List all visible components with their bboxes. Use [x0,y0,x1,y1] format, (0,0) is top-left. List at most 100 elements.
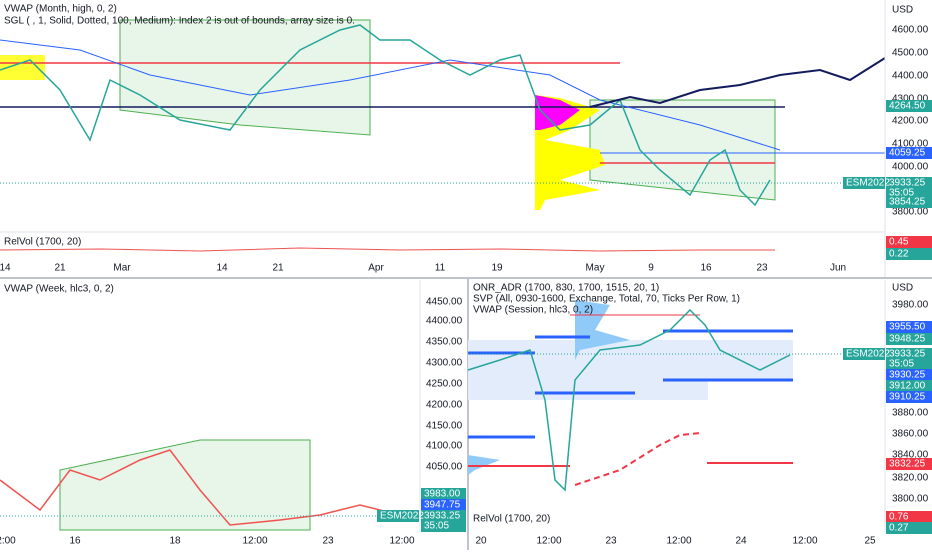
symbol-tag: ESM2022 [377,510,424,522]
date-label: Mar [113,263,131,274]
price [0,449,401,526]
date-label: 24 [735,536,747,547]
undefined: VWAP (Session, hlc3, 0, 2) [473,305,593,316]
price-tag: 3912.00 [886,380,932,392]
tag-bg [886,522,932,534]
price-tick: 4000.00 [892,162,929,173]
tag-bg [421,510,466,522]
price-tick: 4100.00 [892,139,929,150]
price-tag: 3955.50 [886,321,932,333]
tag-bg [886,147,932,159]
price-tag: 3933.25 [886,348,932,360]
tag-text: 3910.25 [889,392,926,403]
price-tag: 0.27 [886,522,932,534]
price-tick: 4150.00 [426,421,463,432]
price [467,308,791,492]
tag-bg [886,248,932,260]
tag-text: 3912.00 [889,381,926,392]
price-tick: 4600.00 [892,25,929,36]
tag-bg [886,391,932,403]
price [0,24,771,207]
tag-text: 35:05 [424,521,449,532]
price-tick: 4500.00 [892,48,929,59]
date-label: 11 [435,263,446,274]
tag-bg [886,380,932,392]
date-label: 12:00 [536,536,561,547]
tag-text: 3933.25 [889,178,926,189]
relvol [0,247,775,252]
tag-text: 35:05 [889,188,914,199]
adr [574,432,701,486]
date-label: 16 [69,536,81,547]
date-label: May [586,263,605,274]
top-chart [0,0,886,277]
undefined: RelVol (1700, 20) [4,237,81,248]
price-tick: 3980.00 [892,300,929,311]
tag-text: 3933.25 [889,349,926,360]
price-tick: 4050.00 [426,462,463,473]
profile [0,55,45,80]
date-label: 23 [605,536,617,547]
tag-bg [886,511,932,523]
tag-text: 3948.25 [889,334,926,345]
price-tick: 4300.00 [892,94,929,105]
tag-text: 3832.25 [889,459,926,470]
price-tick: 3880.00 [892,408,929,419]
tag-bg [377,510,419,522]
date-label: 23 [322,536,334,547]
symbol-tag: ESM2022 [843,177,890,189]
bottom-left-chart [0,280,421,532]
tag-bg [843,348,885,360]
price-tag: 3930.25 [886,369,932,381]
date-label: 21 [272,263,284,274]
tag-text: ESM2022 [846,178,890,189]
tag-bg [421,488,466,500]
price-tag: 3832.25 [886,458,932,470]
tag-text: 0.76 [889,512,909,523]
price-tick: 4250.00 [426,379,463,390]
band [119,19,371,136]
date-label: 21 [54,263,66,274]
date-label: 12:00 [389,536,414,547]
date-label: 14 [216,263,228,274]
price-tick: 4400.00 [426,316,463,327]
price-tick: 4100.00 [426,441,463,452]
tag-text: 0.27 [889,523,909,534]
price-tick: 4200.00 [426,400,463,411]
tag-bg [886,236,932,248]
tag-text: 3955.50 [889,322,926,333]
date-label: 16 [700,263,712,274]
date-label: 25 [864,536,876,547]
tag-text: 3947.75 [424,500,461,511]
tag-bg [886,348,932,360]
tag-text: ESM2022 [846,349,890,360]
undefined: ONR_ADR (1700, 830, 1700, 1515, 20, 1) [473,283,659,294]
tag-text: 0.45 [889,237,909,248]
date-label: 2:00 [0,536,16,547]
tag-bg [421,520,466,532]
band [59,439,311,531]
tag-bg [886,458,932,470]
date-label: 20 [475,536,487,547]
price-tag: 3933.25 [886,177,932,189]
tag-text: 35:05 [889,359,914,370]
price-tick: 3820.00 [892,473,929,484]
date-label: Apr [368,263,384,274]
undefined: USD [892,283,913,294]
undefined: USD [892,5,913,16]
tag-bg [843,177,885,189]
price-tag: 0.76 [886,511,932,523]
tag-bg [886,369,932,381]
tag-bg [886,333,932,345]
undefined: SGL ( , 1, Solid, Dotted, 100, Medium): … [4,16,355,27]
band [589,99,776,201]
tag-text: 4264.50 [889,101,926,112]
price-tick: 4350.00 [426,337,463,348]
price-tick: 3860.00 [892,429,929,440]
tag-text: 4059.25 [889,148,926,159]
tag-text: 3930.25 [889,370,926,381]
tag-text: 3854.25 [889,197,926,208]
tag-text: 3983.00 [424,489,461,500]
price-tick: 3800.00 [892,494,929,505]
